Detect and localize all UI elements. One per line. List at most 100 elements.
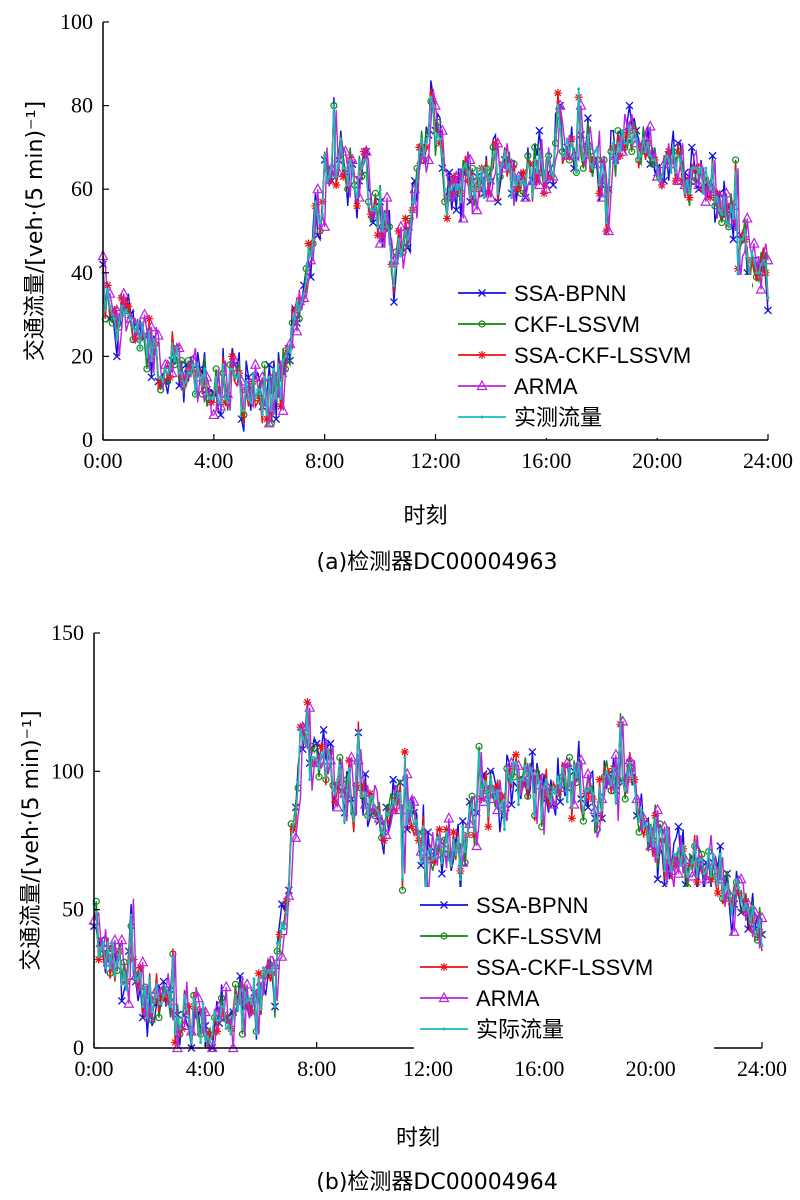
data-point (315, 773, 323, 781)
data-point (164, 985, 168, 989)
data-point (373, 231, 382, 240)
chart-a-svg: 0:00 4:00 8:00 12:00 16:00 20:00 24:00 0 20 40 60 8… (23, 9, 793, 575)
data-point (674, 852, 678, 856)
data-point (533, 178, 545, 190)
data-point (289, 836, 293, 840)
data-point (595, 145, 599, 149)
data-point (711, 162, 715, 166)
data-point (219, 400, 223, 404)
data-point (503, 827, 507, 831)
data-point (755, 930, 759, 934)
data-point (394, 227, 403, 235)
data-point (563, 775, 567, 779)
data-point (704, 166, 708, 170)
data-point (322, 750, 326, 754)
data-point (609, 783, 613, 787)
data-point (639, 808, 643, 812)
data-point (464, 153, 476, 165)
data-point (683, 191, 687, 195)
data-point (359, 794, 363, 798)
data-point (616, 769, 620, 773)
x-axis-title: 时刻 (396, 1126, 440, 1151)
data-point (319, 753, 323, 757)
data-point (305, 253, 317, 265)
data-point (298, 728, 302, 732)
data-point (379, 836, 388, 845)
data-point (370, 794, 374, 798)
data-point (524, 183, 528, 187)
data-point (136, 977, 140, 981)
data-point (408, 229, 412, 233)
data-point (547, 154, 551, 158)
y-tick-label: 40 (71, 260, 93, 285)
data-point (336, 778, 340, 782)
data-point (179, 373, 188, 382)
x-tick-label: 4:00 (186, 1056, 225, 1081)
data-point (443, 214, 452, 223)
data-point (653, 158, 657, 162)
y-tick-label: 20 (71, 343, 93, 368)
data-point (610, 748, 622, 759)
data-point (431, 104, 435, 108)
data-point (514, 183, 518, 187)
data-point (373, 204, 377, 208)
data-point (192, 991, 204, 1003)
chart-panel-a: 0:00 4:00 8:00 12:00 16:00 20:00 24:00 0 20 40 60 8… (23, 9, 793, 575)
data-point (457, 856, 469, 867)
y-tick-label: 80 (71, 93, 93, 118)
data-point (352, 201, 361, 210)
data-point (208, 408, 220, 420)
data-point (579, 797, 583, 801)
data-point (200, 384, 204, 388)
data-point (512, 170, 516, 174)
data-point (500, 162, 504, 166)
data-point (720, 187, 732, 198)
data-point (271, 966, 275, 970)
data-point (228, 367, 232, 371)
data-point (651, 811, 660, 820)
data-point (227, 1024, 231, 1028)
data-point (716, 842, 725, 850)
data-point (159, 375, 163, 379)
data-point (224, 1027, 228, 1031)
data-point (517, 175, 521, 179)
data-point (166, 991, 170, 995)
data-point (595, 189, 604, 198)
data-point (194, 1002, 198, 1006)
data-point (122, 971, 126, 975)
data-point (584, 154, 588, 158)
data-point (655, 166, 659, 170)
data-point (702, 872, 706, 876)
data-point (393, 797, 402, 806)
data-point (632, 783, 636, 787)
data-point (371, 189, 380, 197)
data-point (616, 151, 625, 160)
data-point (198, 375, 202, 379)
data-point (401, 242, 405, 246)
data-point (549, 170, 553, 174)
data-point (475, 166, 479, 170)
data-point (108, 966, 112, 970)
data-point (223, 396, 227, 400)
data-point (526, 160, 535, 169)
data-point (290, 831, 302, 842)
data-point (694, 166, 698, 170)
data-point (367, 207, 379, 219)
data-point (392, 283, 396, 287)
data-point (704, 869, 708, 873)
data-point (586, 133, 590, 137)
data-point (143, 985, 147, 989)
data-point (278, 941, 282, 945)
data-point (667, 861, 671, 865)
data-point (583, 114, 592, 123)
legend-marker (480, 415, 484, 419)
data-point (579, 817, 588, 825)
data-point (357, 158, 361, 162)
data-point (270, 409, 274, 413)
data-point (674, 822, 683, 831)
data-point (303, 698, 312, 707)
data-point (220, 1005, 224, 1008)
data-point (145, 320, 157, 332)
data-point (748, 922, 752, 925)
data-point (487, 179, 491, 183)
